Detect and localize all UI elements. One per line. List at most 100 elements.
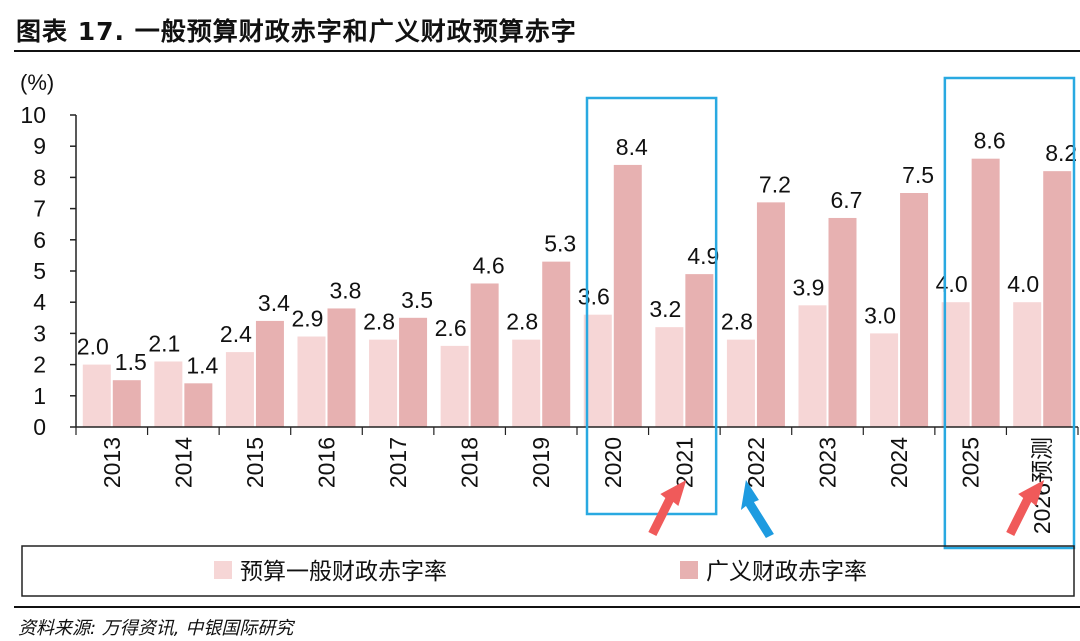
title-divider: [14, 50, 1080, 52]
bar-broad-deficit: [399, 317, 428, 427]
data-label-budget-deficit: 2.4: [220, 321, 252, 347]
data-label-broad-deficit: 8.4: [616, 134, 648, 160]
bar-broad-deficit: [971, 158, 1000, 427]
x-axis: 2013 2014 2015 2016 2017 2018 2019 2020 2021 2022…: [75, 426, 1079, 534]
annotation-arrow: [1006, 480, 1045, 536]
bar-broad-deficit: [613, 164, 642, 428]
bar-budget-deficit: [1013, 302, 1042, 427]
y-axis-unit-label: (%): [20, 70, 54, 95]
annotation-arrows: [648, 480, 1045, 538]
data-label-broad-deficit: 5.3: [544, 231, 576, 257]
bar-broad-deficit: [900, 193, 929, 427]
bar-budget-deficit: [440, 345, 469, 427]
bar-broad-deficit: [184, 383, 213, 427]
source-note: 资料来源: 万得资讯, 中银国际研究: [18, 618, 294, 639]
legend-swatch-budget-deficit: [214, 561, 232, 579]
bar-budget-deficit: [583, 314, 612, 427]
bar-budget-deficit: [726, 339, 755, 427]
bar-budget-deficit: [154, 361, 183, 427]
bar-broad-deficit: [112, 380, 141, 427]
x-tick-label: 2022: [743, 437, 769, 488]
data-label-budget-deficit: 2.8: [506, 309, 538, 335]
bar-budget-deficit: [798, 305, 827, 427]
legend-label-broad-deficit: 广义财政赤字率: [706, 559, 867, 585]
data-label-broad-deficit: 3.5: [401, 287, 433, 313]
y-tick-label: 10: [20, 102, 46, 128]
data-label-broad-deficit: 7.2: [759, 171, 791, 197]
bar-budget-deficit: [941, 302, 970, 427]
footer-divider: [14, 606, 1080, 608]
x-tick-label: 2024: [886, 437, 912, 488]
data-label-budget-deficit: 3.2: [649, 296, 681, 322]
x-tick-label: 2020: [600, 437, 626, 488]
y-tick-label: 6: [33, 227, 46, 253]
bar-broad-deficit: [542, 261, 571, 427]
y-tick-label: 3: [33, 320, 46, 346]
bar-broad-deficit: [685, 274, 714, 427]
x-tick-label: 2023: [815, 437, 841, 488]
y-tick-label: 2: [33, 352, 46, 378]
data-label-budget-deficit: 4.0: [1007, 271, 1039, 297]
data-label-broad-deficit: 3.4: [258, 290, 290, 316]
x-tick-label: 2017: [385, 437, 411, 488]
y-axis: 0 1 2 3 4 5 6 7 8 9 10: [20, 102, 77, 440]
data-label-budget-deficit: 4.0: [936, 271, 968, 297]
data-label-budget-deficit: 3.9: [793, 274, 825, 300]
data-label-broad-deficit: 1.4: [186, 352, 218, 378]
bar-broad-deficit: [470, 283, 499, 427]
arrow-shape: [1006, 480, 1045, 536]
bar-budget-deficit: [82, 364, 111, 427]
y-tick-label: 8: [33, 164, 46, 190]
x-tick-label: 2014: [170, 437, 196, 488]
data-label-budget-deficit: 2.8: [721, 309, 753, 335]
bar-broad-deficit: [327, 308, 356, 427]
bar-broad-deficit: [1043, 171, 1072, 427]
data-label-broad-deficit: 1.5: [115, 349, 147, 375]
bar-broad-deficit: [828, 217, 857, 427]
bar-budget-deficit: [297, 336, 326, 427]
data-label-broad-deficit: 8.2: [1045, 140, 1077, 166]
data-label-budget-deficit: 3.0: [864, 302, 896, 328]
data-label-broad-deficit: 8.6: [974, 128, 1006, 154]
x-tick-label: 2016: [314, 437, 340, 488]
bar-budget-deficit: [870, 333, 899, 427]
data-label-broad-deficit: 3.8: [330, 277, 362, 303]
x-tick-label: 2019: [528, 437, 554, 488]
x-tick-label: 2018: [457, 437, 483, 488]
data-label-budget-deficit: 2.0: [77, 334, 109, 360]
y-tick-label: 4: [33, 289, 46, 315]
data-label-broad-deficit: 4.9: [687, 243, 719, 269]
x-tick-label: 2015: [242, 437, 268, 488]
legend: 预算一般财政赤字率 广义财政赤字率: [21, 545, 1075, 597]
arrow-shape: [740, 480, 774, 538]
data-labels-group: 2.01.52.11.42.43.42.93.82.83.52.64.62.85…: [77, 128, 1077, 379]
y-tick-label: 5: [33, 258, 46, 284]
bars-group: [82, 158, 1072, 428]
data-label-budget-deficit: 2.1: [148, 330, 180, 356]
x-tick-label: 2025: [958, 437, 984, 488]
y-tick-label: 0: [33, 414, 46, 440]
bar-budget-deficit: [655, 327, 684, 427]
y-tick-label: 9: [33, 133, 46, 159]
data-label-budget-deficit: 2.9: [292, 306, 324, 332]
y-tick-label: 7: [33, 196, 46, 222]
highlight-box: [943, 76, 1076, 550]
data-label-budget-deficit: 2.6: [435, 315, 467, 341]
data-label-broad-deficit: 7.5: [902, 162, 934, 188]
data-label-budget-deficit: 2.8: [363, 309, 395, 335]
annotation-arrow: [648, 480, 687, 536]
data-label-broad-deficit: 4.6: [473, 252, 505, 278]
y-tick-label: 1: [33, 383, 46, 409]
x-tick-label: 2021: [671, 437, 697, 488]
annotation-arrow: [740, 480, 774, 538]
bar-broad-deficit: [255, 320, 284, 427]
page-title: 图表 17. 一般预算财政赤字和广义财政预算赤字: [16, 17, 577, 46]
highlight-box: [585, 96, 718, 516]
data-label-broad-deficit: 6.7: [831, 187, 863, 213]
highlight-boxes: [585, 76, 1076, 550]
bar-broad-deficit: [756, 202, 785, 427]
legend-swatch-broad-deficit: [680, 561, 698, 579]
bar-budget-deficit: [369, 339, 398, 427]
legend-label-budget-deficit: 预算一般财政赤字率: [240, 559, 447, 585]
